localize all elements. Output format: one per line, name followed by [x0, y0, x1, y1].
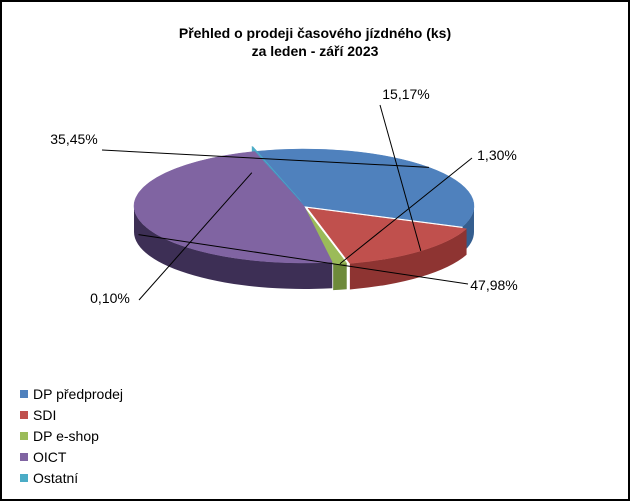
- leader-lines: [101, 104, 473, 301]
- legend-swatch: [20, 452, 28, 461]
- data-label: 0,10%: [90, 290, 130, 306]
- leader-line: [101, 149, 429, 168]
- legend-label: OICT: [33, 448, 67, 465]
- leader-line: [379, 104, 422, 252]
- chart-title-line-2: za leden - září 2023: [251, 43, 379, 59]
- legend-label: SDI: [33, 406, 57, 423]
- legend-item: OICT: [20, 446, 123, 467]
- legend: DP předprodej SDI DP e-shop OICT Ostatní: [20, 383, 123, 488]
- legend-label: Ostatní: [33, 469, 79, 486]
- leader-line: [138, 234, 469, 285]
- legend-label: DP e-shop: [33, 427, 99, 444]
- pie-side-wall: [134, 206, 333, 289]
- chart-title-line-1: Přehled o prodeji časového jízdného (ks): [178, 25, 452, 41]
- legend-swatch: [20, 389, 28, 398]
- legend-swatch: [20, 473, 28, 482]
- legend-item: SDI: [20, 404, 123, 425]
- leader-line: [138, 172, 253, 301]
- pie-side-wall: [333, 263, 347, 291]
- legend-item: DP předprodej: [20, 383, 123, 404]
- legend-item: DP e-shop: [20, 425, 123, 446]
- legend-swatch: [20, 431, 28, 440]
- data-labels: 35,45% 15,17% 1,30% 47,98% 0,10%: [50, 86, 517, 306]
- data-label: 47,98%: [470, 277, 517, 293]
- pie-slice: [133, 151, 333, 264]
- legend-item: Ostatní: [20, 467, 123, 488]
- legend-label: DP předprodej: [33, 385, 124, 402]
- legend-swatch: [20, 410, 28, 419]
- leader-line: [339, 157, 473, 265]
- data-label: 35,45%: [50, 131, 97, 147]
- chart-title: Přehled o prodeji časového jízdného (ks)…: [2, 24, 628, 60]
- data-label: 15,17%: [382, 86, 429, 102]
- pie-side-wall: [349, 228, 467, 290]
- data-label: 1,30%: [477, 147, 517, 163]
- pie-tops: [133, 146, 475, 265]
- pie-slice: [251, 146, 302, 202]
